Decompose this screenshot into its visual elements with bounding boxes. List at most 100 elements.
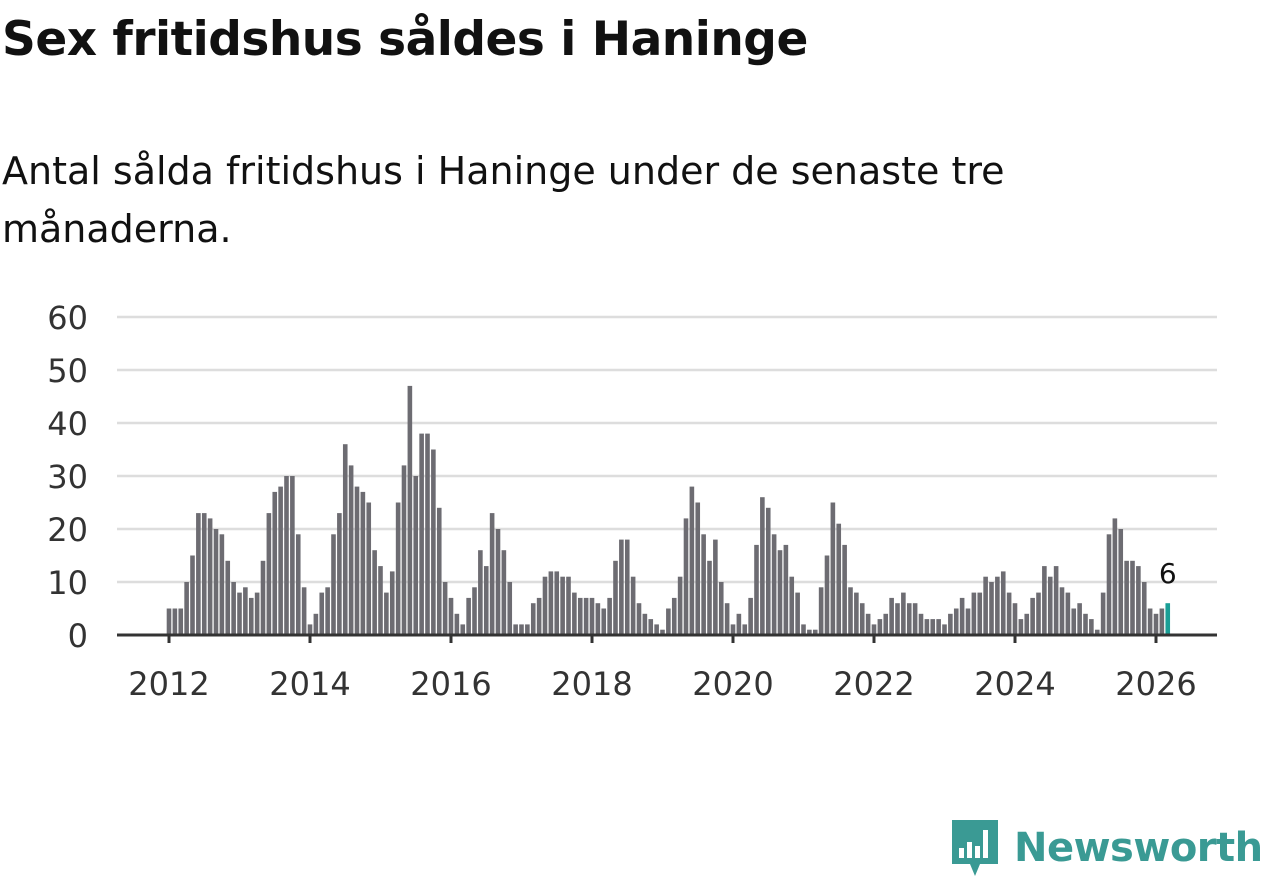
bar [930, 619, 936, 635]
x-tick-label: 2022 [833, 665, 914, 703]
bar [671, 597, 677, 635]
bar [754, 544, 759, 635]
bar [454, 613, 460, 635]
bar [213, 529, 219, 635]
bar [507, 582, 513, 635]
bar [889, 597, 894, 635]
bar [636, 603, 642, 635]
bar [425, 433, 430, 635]
bar [695, 502, 701, 635]
bar [965, 608, 971, 635]
bar [971, 592, 977, 635]
bar [201, 513, 207, 635]
bar [1147, 608, 1153, 635]
bar [666, 608, 671, 635]
bar [807, 629, 812, 635]
bar [460, 624, 466, 635]
x-tick-label: 2016 [410, 665, 491, 703]
bar [548, 571, 554, 635]
bar [360, 491, 366, 635]
bar [906, 603, 912, 635]
bar [724, 603, 730, 635]
bar [266, 513, 272, 635]
bar [448, 597, 454, 635]
bar [248, 597, 254, 635]
bar [877, 619, 883, 635]
bar [207, 518, 213, 635]
bar [795, 592, 800, 635]
bar [871, 624, 877, 635]
bar [1077, 603, 1082, 635]
bar [865, 613, 871, 635]
x-tick-label: 2014 [269, 665, 350, 703]
bar [742, 624, 748, 635]
bar [442, 582, 448, 635]
bar [501, 550, 507, 635]
bar [319, 592, 325, 635]
bar [1136, 566, 1141, 635]
y-tick-label: 50 [47, 352, 88, 390]
bar [1024, 613, 1030, 635]
bar [478, 550, 483, 635]
bar [730, 624, 736, 635]
bar [178, 608, 184, 635]
bar [859, 603, 865, 635]
bar [630, 576, 636, 635]
bar [1000, 571, 1006, 635]
bar [284, 476, 289, 635]
bar [372, 550, 377, 635]
bar [389, 571, 395, 635]
bar [542, 576, 548, 635]
bar [554, 571, 560, 635]
bar [196, 513, 201, 635]
bar [589, 597, 595, 635]
bar [1112, 518, 1118, 635]
bar [301, 587, 307, 635]
bar [219, 534, 225, 635]
bar [842, 544, 847, 635]
bar [642, 613, 648, 635]
bar [713, 539, 718, 635]
bar [959, 597, 965, 635]
bar [924, 619, 930, 635]
bar [1089, 619, 1094, 635]
bar [1059, 587, 1065, 635]
bar [325, 587, 330, 635]
bar [436, 507, 442, 635]
bar [1006, 592, 1012, 635]
bar [295, 534, 301, 635]
bar [654, 624, 659, 635]
bar [1141, 582, 1147, 635]
bar [1018, 619, 1024, 635]
bar [912, 603, 918, 635]
bar [783, 544, 789, 635]
bar [342, 444, 348, 635]
bar [395, 502, 401, 635]
bar [519, 624, 524, 635]
bar [1130, 560, 1135, 635]
bar [830, 502, 836, 635]
bar [1159, 608, 1165, 635]
bar [536, 597, 542, 635]
bar [1083, 613, 1088, 635]
bar [942, 624, 947, 635]
bar [1094, 629, 1100, 635]
bar [818, 587, 824, 635]
brand-logo: Newsworthy [950, 818, 1262, 878]
data-label: 6 [1159, 557, 1177, 590]
bar [812, 629, 818, 635]
bar [331, 534, 336, 635]
bar [777, 550, 783, 635]
bar [977, 592, 983, 635]
x-tick-label: 2024 [974, 665, 1055, 703]
bar [560, 576, 565, 635]
bar [1153, 613, 1159, 635]
y-tick-label: 10 [47, 564, 88, 602]
bar [595, 603, 601, 635]
highlighted-bar [1165, 603, 1171, 635]
bar [525, 624, 530, 635]
bar [1100, 592, 1106, 635]
bar [936, 619, 941, 635]
bar [1065, 592, 1071, 635]
